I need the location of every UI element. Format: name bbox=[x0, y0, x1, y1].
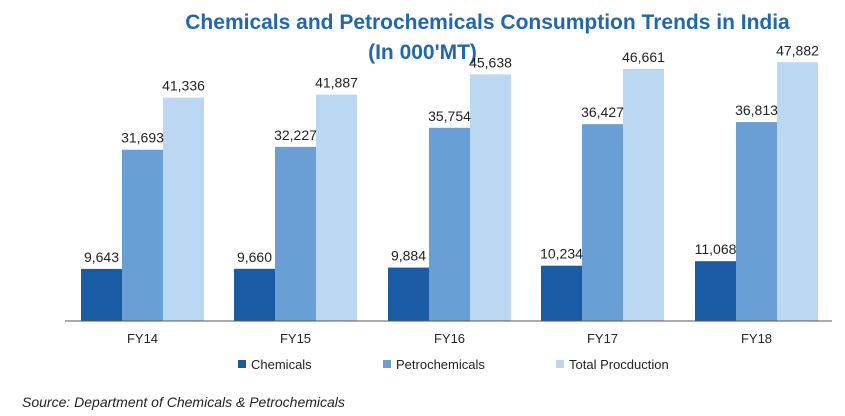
legend-label-chemicals: Chemicals bbox=[251, 357, 312, 372]
data-label-total-procduction-fy16: 45,638 bbox=[469, 54, 512, 70]
bar-petrochemicals-fy17 bbox=[582, 124, 623, 321]
bar-chemicals-fy17 bbox=[541, 265, 582, 321]
legend-swatch-total-procduction bbox=[556, 360, 564, 368]
x-tick-label-fy16: FY16 bbox=[434, 331, 465, 346]
data-label-total-procduction-fy17: 46,661 bbox=[622, 49, 665, 65]
data-label-total-procduction-fy14: 41,336 bbox=[162, 78, 205, 94]
data-label-petrochemicals-fy16: 35,754 bbox=[428, 108, 471, 124]
x-tick-label-fy15: FY15 bbox=[280, 331, 311, 346]
bar-chemicals-fy14 bbox=[81, 268, 122, 321]
bar-chemicals-fy18 bbox=[695, 261, 736, 321]
data-label-total-procduction-fy15: 41,887 bbox=[315, 75, 358, 91]
data-label-petrochemicals-fy18: 36,813 bbox=[735, 102, 778, 118]
data-label-chemicals-fy17: 10,234 bbox=[540, 246, 583, 262]
bar-petrochemicals-fy14 bbox=[122, 149, 163, 321]
bar-total-procduction-fy14 bbox=[163, 97, 204, 321]
bar-total-procduction-fy16 bbox=[470, 74, 511, 321]
bar-total-procduction-fy17 bbox=[623, 68, 664, 321]
x-tick-labels-group: FY14 FY15 FY16 FY17 FY18 bbox=[127, 331, 772, 346]
bar-petrochemicals-fy15 bbox=[275, 146, 316, 321]
chart-title: Chemicals and Petrochemicals Consumption… bbox=[0, 8, 845, 68]
bars-group bbox=[81, 62, 818, 322]
data-label-chemicals-fy14: 9,643 bbox=[84, 249, 119, 265]
legend: Chemicals Petrochemicals Total Procduction bbox=[238, 357, 669, 372]
bar-total-procduction-fy15 bbox=[316, 94, 357, 321]
bar-chemicals-fy15 bbox=[234, 268, 275, 321]
bar-petrochemicals-fy18 bbox=[736, 122, 777, 322]
data-labels-group: 9,643 31,693 41,336 9,660 32,227 41,887 9,884 3… bbox=[84, 42, 819, 265]
chart-subtitle: (In 000'MT) bbox=[368, 41, 477, 64]
legend-swatch-petrochemicals bbox=[383, 360, 391, 368]
bar-total-procduction-fy18 bbox=[777, 62, 818, 321]
x-tick-label-fy18: FY18 bbox=[741, 331, 772, 346]
legend-swatch-chemicals bbox=[238, 360, 246, 368]
legend-label-total-procduction: Total Procduction bbox=[569, 357, 669, 372]
data-label-petrochemicals-fy14: 31,693 bbox=[121, 130, 164, 146]
chart-title-text: Chemicals and Petrochemicals Consumption… bbox=[185, 11, 790, 34]
legend-label-petrochemicals: Petrochemicals bbox=[396, 357, 485, 372]
x-tick-label-fy17: FY17 bbox=[587, 331, 618, 346]
data-label-chemicals-fy16: 9,884 bbox=[391, 248, 426, 264]
bar-chemicals-fy16 bbox=[388, 267, 429, 321]
source-note: Source: Department of Chemicals & Petroc… bbox=[22, 394, 345, 410]
data-label-petrochemicals-fy17: 36,427 bbox=[581, 104, 624, 120]
data-label-chemicals-fy18: 11,068 bbox=[695, 241, 737, 257]
bar-chart: 9,643 31,693 41,336 9,660 32,227 41,887 9,884 3… bbox=[65, 42, 832, 372]
x-tick-label-fy14: FY14 bbox=[127, 331, 158, 346]
data-label-petrochemicals-fy15: 32,227 bbox=[274, 127, 317, 143]
data-label-total-procduction-fy18: 47,882 bbox=[776, 42, 819, 58]
bar-petrochemicals-fy16 bbox=[429, 127, 470, 321]
data-label-chemicals-fy15: 9,660 bbox=[237, 249, 272, 265]
